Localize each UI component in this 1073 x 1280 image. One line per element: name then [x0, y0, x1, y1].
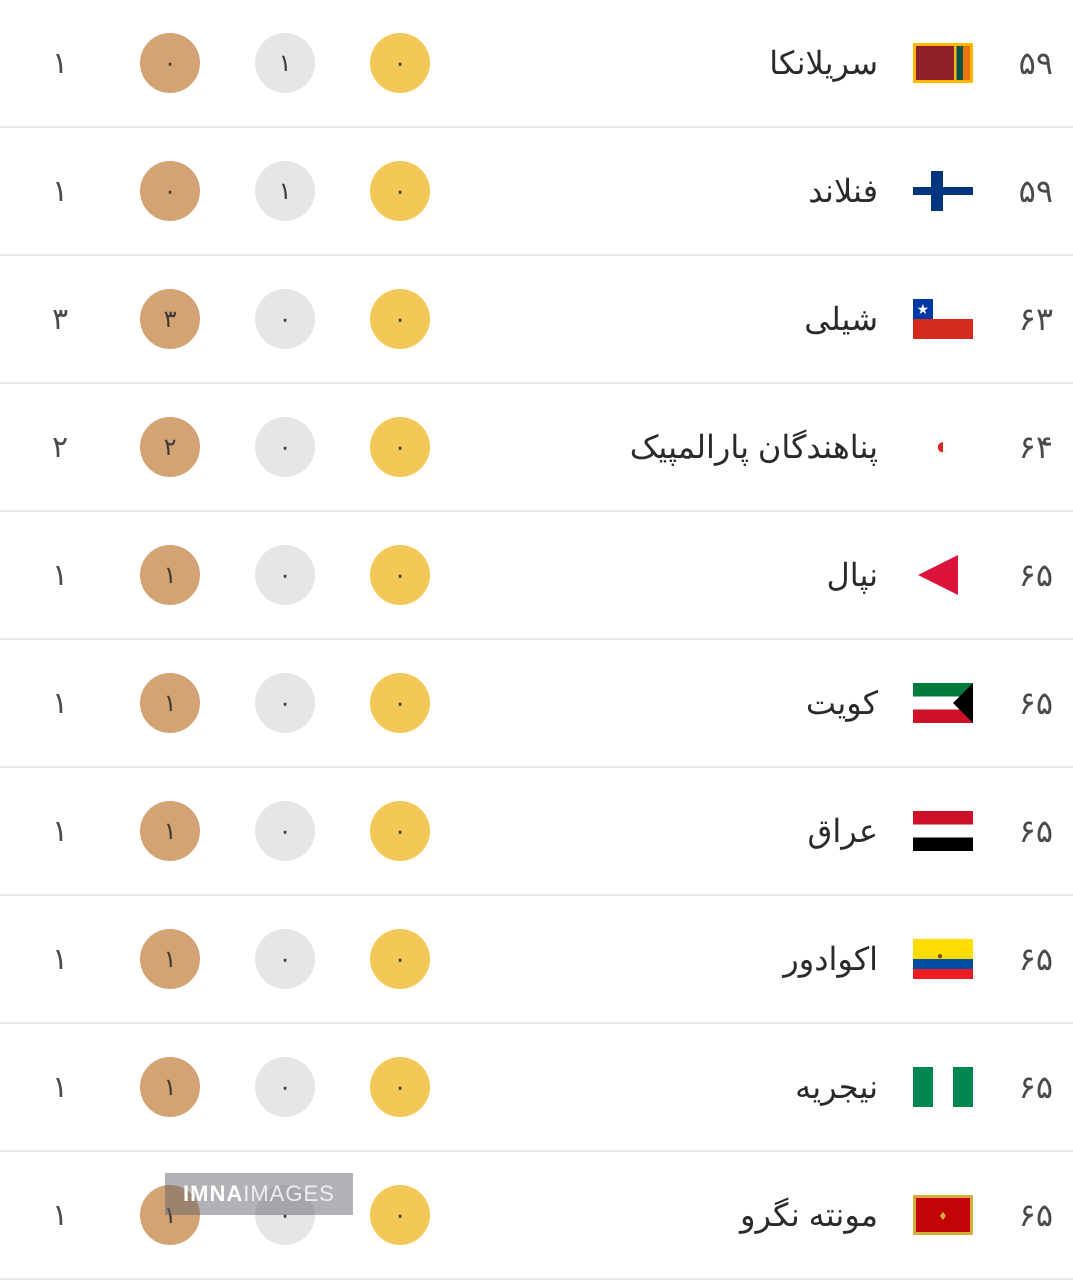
total-medals: ۱: [20, 814, 100, 849]
country-flag: [913, 171, 973, 211]
country-name: سریلانکا: [430, 44, 893, 82]
gold-medal: ۰: [370, 673, 430, 733]
country-flag: [913, 555, 973, 595]
rank-number: ۶۵: [973, 684, 1053, 722]
bronze-medal: ۲: [140, 417, 200, 477]
watermark-brand: IMNA: [183, 1181, 243, 1206]
total-medals: ۲: [20, 430, 100, 465]
rank-number: ۶۵: [973, 556, 1053, 594]
table-row[interactable]: ۵۹ سریلانکا ۰ ۱ ۰ ۱: [0, 0, 1073, 128]
country-flag: [913, 811, 973, 851]
medals-group: ۰ ۰ ۱: [140, 929, 430, 989]
gold-medal: ۰: [370, 33, 430, 93]
bronze-medal: ۱: [140, 1057, 200, 1117]
total-medals: ۳: [20, 302, 100, 337]
country-name: شیلی: [430, 300, 893, 338]
silver-medal: ۰: [255, 929, 315, 989]
silver-medal: ۱: [255, 161, 315, 221]
country-flag: [913, 1067, 973, 1107]
country-name: اکوادور: [430, 940, 893, 978]
country-name: نپال: [430, 556, 893, 594]
gold-medal: ۰: [370, 1057, 430, 1117]
country-flag: [913, 427, 973, 467]
table-row[interactable]: ۶۵ نپال ۰ ۰ ۱ ۱: [0, 512, 1073, 640]
bronze-medal: ۰: [140, 33, 200, 93]
country-name: کویت: [430, 684, 893, 722]
country-name: پناهندگان پارالمپیک: [430, 428, 893, 466]
rank-number: ۵۹: [973, 44, 1053, 82]
medals-group: ۰ ۱ ۰: [140, 33, 430, 93]
country-flag: [913, 1195, 973, 1235]
bronze-medal: ۱: [140, 545, 200, 605]
total-medals: ۱: [20, 1070, 100, 1105]
rank-number: ۶۵: [973, 1196, 1053, 1234]
rank-number: ۶۵: [973, 940, 1053, 978]
country-name: نیجریه: [430, 1068, 893, 1106]
country-name: عراق: [430, 812, 893, 850]
watermark-sub: IMAGES: [243, 1181, 335, 1206]
gold-medal: ۰: [370, 1185, 430, 1245]
watermark: IMNAIMAGES: [165, 1173, 353, 1215]
silver-medal: ۰: [255, 1057, 315, 1117]
medals-group: ۰ ۰ ۱: [140, 801, 430, 861]
medals-group: ۰ ۰ ۳: [140, 289, 430, 349]
gold-medal: ۰: [370, 417, 430, 477]
medals-group: ۰ ۰ ۱: [140, 673, 430, 733]
medals-group: ۰ ۱ ۰: [140, 161, 430, 221]
table-row[interactable]: ۶۵ عراق ۰ ۰ ۱ ۱: [0, 768, 1073, 896]
bronze-medal: ۱: [140, 673, 200, 733]
country-flag: [913, 939, 973, 979]
country-flag: [913, 299, 973, 339]
table-row[interactable]: ۶۴ پناهندگان پارالمپیک ۰ ۰ ۲ ۲: [0, 384, 1073, 512]
total-medals: ۱: [20, 686, 100, 721]
medals-group: ۰ ۰ ۱: [140, 545, 430, 605]
silver-medal: ۰: [255, 417, 315, 477]
rank-number: ۶۵: [973, 812, 1053, 850]
bronze-medal: ۳: [140, 289, 200, 349]
silver-medal: ۰: [255, 545, 315, 605]
table-row[interactable]: ۶۵ نیجریه ۰ ۰ ۱ ۱: [0, 1024, 1073, 1152]
country-flag: [913, 43, 973, 83]
table-row[interactable]: ۵۹ فنلاند ۰ ۱ ۰ ۱: [0, 128, 1073, 256]
country-name: فنلاند: [430, 172, 893, 210]
gold-medal: ۰: [370, 545, 430, 605]
bronze-medal: ۰: [140, 161, 200, 221]
rank-number: ۶۴: [973, 428, 1053, 466]
gold-medal: ۰: [370, 289, 430, 349]
medal-table-container: ۵۹ سریلانکا ۰ ۱ ۰ ۱ ۵۹ فنلاند ۰ ۱ ۰ ۱ ۶۳…: [0, 0, 1073, 1280]
total-medals: ۱: [20, 942, 100, 977]
silver-medal: ۱: [255, 33, 315, 93]
bronze-medal: ۱: [140, 801, 200, 861]
table-row[interactable]: ۶۵ کویت ۰ ۰ ۱ ۱: [0, 640, 1073, 768]
bronze-medal: ۱: [140, 929, 200, 989]
total-medals: ۱: [20, 46, 100, 81]
table-row[interactable]: ۶۵ مونته نگرو ۰ ۰ ۱ ۱: [0, 1152, 1073, 1280]
medals-group: ۰ ۰ ۲: [140, 417, 430, 477]
rank-number: ۶۳: [973, 300, 1053, 338]
gold-medal: ۰: [370, 801, 430, 861]
gold-medal: ۰: [370, 929, 430, 989]
medals-group: ۰ ۰ ۱: [140, 1057, 430, 1117]
rank-number: ۶۵: [973, 1068, 1053, 1106]
total-medals: ۱: [20, 558, 100, 593]
medal-table: ۵۹ سریلانکا ۰ ۱ ۰ ۱ ۵۹ فنلاند ۰ ۱ ۰ ۱ ۶۳…: [0, 0, 1073, 1280]
silver-medal: ۰: [255, 673, 315, 733]
gold-medal: ۰: [370, 161, 430, 221]
silver-medal: ۰: [255, 801, 315, 861]
rank-number: ۵۹: [973, 172, 1053, 210]
country-flag: [913, 683, 973, 723]
country-name: مونته نگرو: [430, 1196, 893, 1234]
table-row[interactable]: ۶۵ اکوادور ۰ ۰ ۱ ۱: [0, 896, 1073, 1024]
table-row[interactable]: ۶۳ شیلی ۰ ۰ ۳ ۳: [0, 256, 1073, 384]
silver-medal: ۰: [255, 289, 315, 349]
total-medals: ۱: [20, 174, 100, 209]
total-medals: ۱: [20, 1198, 100, 1233]
